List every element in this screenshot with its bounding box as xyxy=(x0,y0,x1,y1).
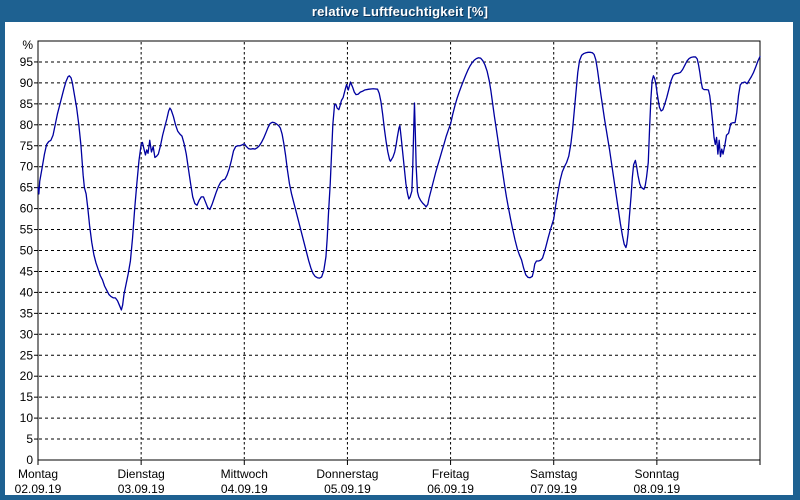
y-tick-label: 15 xyxy=(20,390,34,404)
x-day-label: Montag xyxy=(18,467,58,481)
humidity-chart-svg: 0 5 10 15 20 25 30 35 40 45 50 55 60 65 70 75 80 85 90 95% M… xyxy=(15,38,761,496)
x-date-label: 05.09.19 xyxy=(324,482,371,495)
x-date-label: 03.09.19 xyxy=(118,482,165,495)
chart-area: 0 5 10 15 20 25 30 35 40 45 50 55 60 65 70 75 80 85 90 95% M… xyxy=(5,22,793,496)
y-tick-label: 50 xyxy=(20,244,34,258)
x-date-label: 08.09.19 xyxy=(633,482,680,495)
x-day-label: Dienstag xyxy=(117,467,164,481)
y-tick-label: 35 xyxy=(20,306,34,320)
x-day-label: Mittwoch xyxy=(221,467,268,481)
y-tick-label: 90 xyxy=(20,76,34,90)
x-date-label: 06.09.19 xyxy=(427,482,474,495)
x-day-label: Samstag xyxy=(530,467,577,481)
y-tick-label: 30 xyxy=(20,327,34,341)
x-day-label: Donnerstag xyxy=(316,467,378,481)
y-tick-label: 20 xyxy=(20,369,34,383)
title-bar: relative Luftfeuchtigkeit [%] xyxy=(0,0,800,22)
y-tick-label: 5 xyxy=(26,432,33,446)
y-tick-label: 65 xyxy=(20,181,34,195)
x-date-label: 04.09.19 xyxy=(221,482,268,495)
y-tick-label: 45 xyxy=(20,264,34,278)
y-tick-label: 55 xyxy=(20,223,34,237)
x-date-label: 07.09.19 xyxy=(530,482,577,495)
y-tick-label: 25 xyxy=(20,348,34,362)
y-tick-label: 75 xyxy=(20,139,34,153)
y-tick-label: 60 xyxy=(20,202,34,216)
y-tick-label: 10 xyxy=(20,411,34,425)
x-day-label: Sonntag xyxy=(634,467,679,481)
y-tick-label: 85 xyxy=(20,97,34,111)
x-day-label: Freitag xyxy=(432,467,469,481)
plot-border xyxy=(37,40,761,461)
y-tick-label: 0 xyxy=(26,453,33,467)
y-tick-label: 80 xyxy=(20,118,34,132)
y-tick-label: 70 xyxy=(20,160,34,174)
y-tick-label: 95 xyxy=(20,55,34,69)
x-date-label: 02.09.19 xyxy=(15,482,62,495)
window-title: relative Luftfeuchtigkeit [%] xyxy=(311,3,489,19)
humidity-curve xyxy=(37,51,761,311)
y-axis-unit-label: % xyxy=(22,38,33,52)
y-tick-label: 40 xyxy=(20,285,34,299)
